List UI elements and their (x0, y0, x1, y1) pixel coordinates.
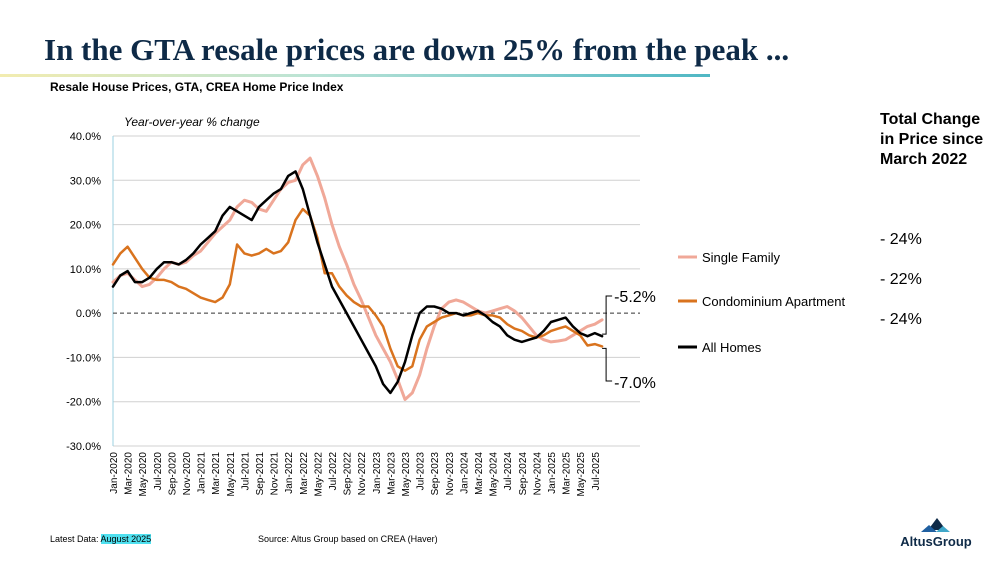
x-tick-label: Jul-2024 (503, 452, 514, 491)
x-tick-label: Mar-2023 (386, 452, 397, 495)
end-label-top: -5.2% (614, 289, 656, 306)
total-change-single-family: - 24% (880, 231, 922, 248)
x-tick-label: Sep-2021 (255, 452, 266, 496)
y-tick-label: 40.0% (70, 131, 101, 143)
end-label-bottom: -7.0% (614, 375, 656, 392)
x-tick-label: Mar-2021 (211, 452, 222, 495)
latest-data-note: Latest Data: August 2025 (50, 534, 152, 544)
x-tick-label: May-2020 (138, 452, 149, 497)
x-tick-label: Jan-2023 (372, 452, 383, 494)
title-underline (0, 74, 710, 77)
x-tick-label: May-2024 (489, 452, 500, 497)
x-tick-label: Jul-2023 (416, 452, 427, 491)
latest-data-value: August 2025 (100, 534, 152, 544)
x-tick-label: Nov-2021 (270, 452, 281, 496)
y-tick-label: -20.0% (66, 397, 101, 409)
source-note: Source: Altus Group based on CREA (Haver… (258, 534, 438, 544)
x-tick-label: May-2023 (401, 452, 412, 497)
y-tick-label: 30.0% (70, 175, 101, 187)
y-tick-label: 10.0% (70, 264, 101, 276)
y-tick-label: 0.0% (76, 308, 101, 320)
total-change-title: Total Change in Price since March 2022 (880, 111, 984, 168)
legend-label: Condominium Apartment (702, 294, 845, 309)
x-tick-label: Jul-2021 (240, 452, 251, 491)
latest-data-label: Latest Data: (50, 534, 99, 544)
logo-text: AltusGroup (900, 534, 972, 549)
callout-leader-bottom (602, 347, 613, 382)
x-tick-label: Jan-2020 (109, 452, 120, 494)
x-tick-label: Nov-2020 (182, 452, 193, 496)
altus-group-logo: AltusGroup (886, 512, 986, 552)
y-tick-label: -30.0% (66, 441, 101, 453)
chart-subtitle: Resale House Prices, GTA, CREA Home Pric… (50, 80, 344, 94)
total-change-all-homes: - 24% (880, 311, 922, 328)
x-tick-label: Sep-2023 (430, 452, 441, 496)
callout-leader-top (602, 295, 613, 335)
x-tick-label: Mar-2024 (474, 452, 485, 495)
x-tick-label: May-2021 (226, 452, 237, 497)
x-tick-label: Mar-2025 (562, 452, 573, 495)
slide-title: In the GTA resale prices are down 25% fr… (44, 32, 790, 67)
legend-label: Single Family (702, 250, 781, 265)
chart-annotation: Year-over-year % change (124, 115, 260, 129)
legend-label: All Homes (702, 340, 762, 355)
x-tick-label: Jan-2024 (459, 452, 470, 494)
x-tick-label: Jul-2025 (591, 452, 602, 491)
x-tick-label: Nov-2023 (445, 452, 456, 496)
x-tick-label: Mar-2020 (124, 452, 135, 495)
x-tick-label: Jul-2020 (153, 452, 164, 491)
x-tick-label: Jan-2025 (547, 452, 558, 494)
x-tick-label: Jan-2021 (197, 452, 208, 494)
series-line-all-homes (111, 170, 604, 395)
logo-mark-icon (921, 518, 950, 532)
x-tick-label: Nov-2024 (532, 452, 543, 496)
x-tick-label: Jan-2022 (284, 452, 295, 494)
x-tick-label: Sep-2024 (518, 452, 529, 496)
y-tick-label: -10.0% (66, 352, 101, 364)
x-tick-label: Sep-2022 (343, 452, 354, 496)
y-tick-label: 20.0% (70, 220, 101, 232)
x-tick-label: Nov-2022 (357, 452, 368, 496)
x-tick-label: Sep-2020 (167, 452, 178, 496)
series-line-condominium-apartment (111, 207, 604, 372)
x-tick-label: Jul-2022 (328, 452, 339, 491)
x-tick-label: May-2022 (313, 452, 324, 497)
series-line-single-family (111, 156, 604, 401)
x-tick-label: May-2025 (576, 452, 587, 497)
x-tick-label: Mar-2022 (299, 452, 310, 495)
total-change-condominium: - 22% (880, 271, 922, 288)
